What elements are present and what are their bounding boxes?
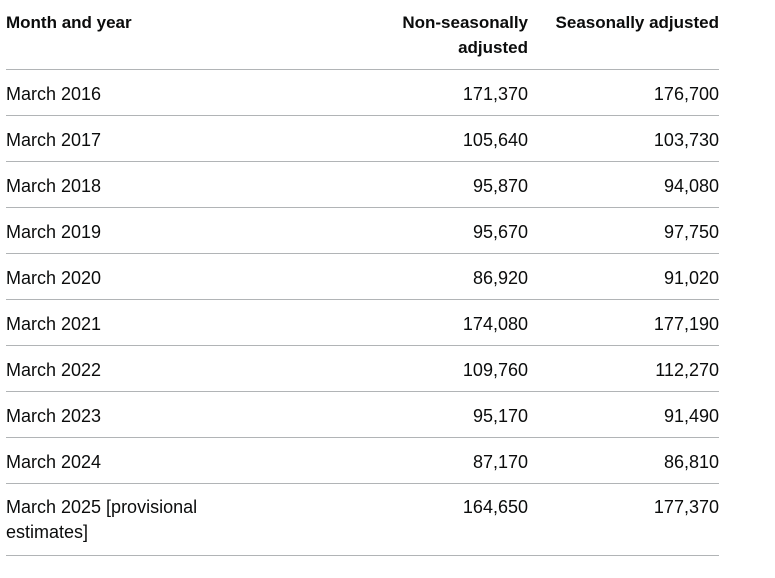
cell-seasonal: 97,750 — [663, 222, 719, 242]
table-row: March 2019 95,670 97,750 — [6, 208, 719, 254]
cell-month: March 2024 — [6, 452, 102, 472]
cell-month: March 2025 [provisional estimates] — [6, 497, 198, 542]
header-non-seasonally-adjusted: Non-seasonally adjusted — [402, 13, 528, 57]
table-row: March 2025 [provisional estimates] 164,6… — [6, 484, 719, 556]
cell-seasonal: 91,490 — [663, 406, 719, 426]
table-row: March 2024 87,170 86,810 — [6, 438, 719, 484]
cell-non-seasonal: 95,170 — [472, 406, 528, 426]
cell-non-seasonal: 87,170 — [472, 452, 528, 472]
cell-month: March 2018 — [6, 176, 102, 196]
cell-non-seasonal: 174,080 — [462, 314, 528, 334]
cell-seasonal: 103,730 — [653, 130, 719, 150]
table-row: March 2017 105,640 103,730 — [6, 116, 719, 162]
cell-seasonal: 177,370 — [653, 497, 719, 517]
cell-month: March 2017 — [6, 130, 102, 150]
cell-non-seasonal: 95,870 — [472, 176, 528, 196]
table-row: March 2020 86,920 91,020 — [6, 254, 719, 300]
table-header-row: Month and year Non-seasonally adjusted S… — [6, 0, 719, 70]
data-table: Month and year Non-seasonally adjusted S… — [6, 0, 719, 556]
table-row: March 2021 174,080 177,190 — [6, 300, 719, 346]
cell-month: March 2021 — [6, 314, 102, 334]
cell-seasonal: 176,700 — [653, 84, 719, 104]
header-month-and-year: Month and year — [6, 13, 132, 32]
header-seasonally-adjusted: Seasonally adjusted — [555, 13, 719, 32]
cell-non-seasonal: 95,670 — [472, 222, 528, 242]
cell-month: March 2016 — [6, 84, 102, 104]
cell-seasonal: 91,020 — [663, 268, 719, 288]
cell-non-seasonal: 105,640 — [462, 130, 528, 150]
table-row: March 2023 95,170 91,490 — [6, 392, 719, 438]
cell-seasonal: 112,270 — [655, 360, 719, 380]
cell-non-seasonal: 164,650 — [462, 497, 528, 517]
cell-non-seasonal: 171,370 — [462, 84, 528, 104]
table-row: March 2016 171,370 176,700 — [6, 70, 719, 116]
cell-month: March 2023 — [6, 406, 102, 426]
cell-seasonal: 86,810 — [663, 452, 719, 472]
cell-month: March 2019 — [6, 222, 102, 242]
cell-seasonal: 94,080 — [663, 176, 719, 196]
cell-non-seasonal: 109,760 — [462, 360, 528, 380]
cell-month: March 2022 — [6, 360, 102, 380]
table-row: March 2022 109,760 112,270 — [6, 346, 719, 392]
cell-seasonal: 177,190 — [653, 314, 719, 334]
cell-non-seasonal: 86,920 — [472, 268, 528, 288]
cell-month: March 2020 — [6, 268, 102, 288]
table-row: March 2018 95,870 94,080 — [6, 162, 719, 208]
